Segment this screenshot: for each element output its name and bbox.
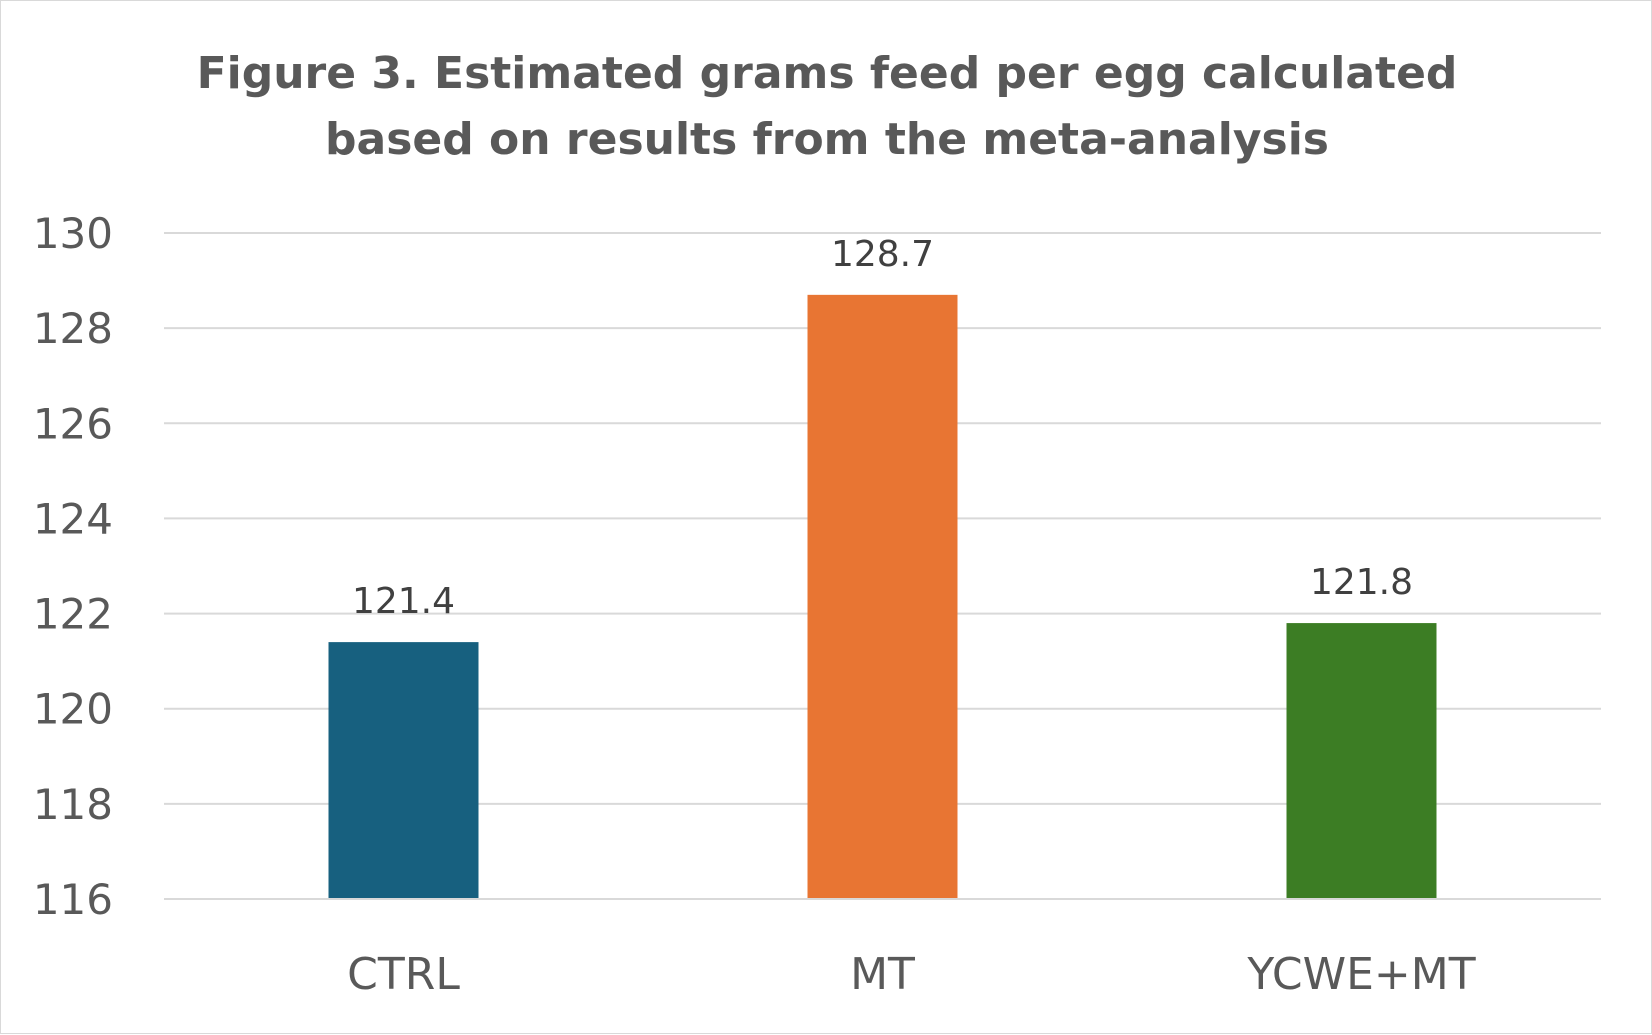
x-category-label: MT [850, 949, 915, 1000]
y-tick-label: 120 [33, 685, 113, 734]
bar-ctrl [328, 642, 479, 899]
bar-mt [807, 294, 958, 899]
y-tick-label: 122 [33, 590, 113, 639]
y-tick-label: 130 [33, 209, 113, 258]
bar-ycwe-mt [1286, 623, 1437, 899]
data-label: 121.4 [352, 581, 455, 622]
x-category-label: CTRL [347, 949, 460, 1000]
chart-title-line-2: based on results from the meta-analysis [325, 114, 1329, 165]
y-tick-label: 128 [33, 304, 113, 353]
data-label: 128.7 [831, 234, 934, 275]
x-category-label: YCWE+MT [1246, 949, 1475, 1000]
y-tick-label: 118 [33, 780, 113, 829]
data-label: 121.8 [1310, 562, 1413, 603]
y-tick-label: 116 [33, 875, 113, 924]
y-tick-label: 124 [33, 494, 113, 543]
chart-title: Figure 3. Estimated grams feed per egg c… [1, 41, 1652, 173]
y-tick-label: 126 [33, 399, 113, 448]
chart-title-line-1: Figure 3. Estimated grams feed per egg c… [196, 48, 1458, 99]
